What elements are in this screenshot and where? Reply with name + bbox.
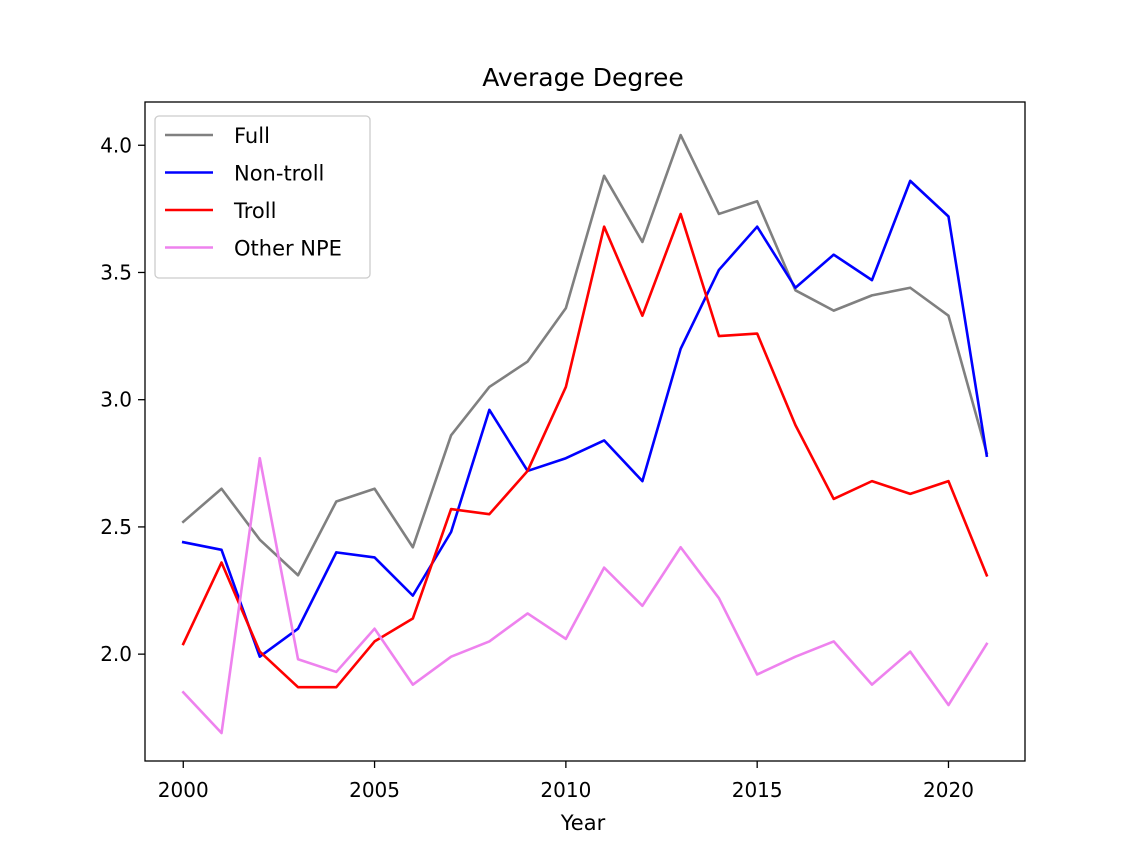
x-tick-label: 2020 — [923, 778, 974, 802]
legend-label-non-troll: Non-troll — [234, 162, 324, 186]
x-tick-label: 2010 — [540, 778, 591, 802]
legend-label-full: Full — [234, 124, 270, 148]
chart-title: Average Degree — [482, 63, 684, 92]
y-tick-label: 4.0 — [100, 133, 132, 157]
x-axis-label: Year — [560, 811, 606, 835]
y-tick-label: 3.0 — [100, 388, 132, 412]
legend-label-troll: Troll — [233, 199, 276, 223]
y-tick-label: 2.5 — [100, 515, 132, 539]
legend-label-other-npe: Other NPE — [234, 237, 342, 261]
x-tick-label: 2015 — [732, 778, 783, 802]
legend: Full Non-troll Troll Other NPE — [155, 116, 370, 278]
y-tick-label: 3.5 — [100, 260, 132, 284]
x-tick-label: 2005 — [349, 778, 400, 802]
x-tick-label: 2000 — [158, 778, 209, 802]
y-tick-label: 2.0 — [100, 642, 132, 666]
